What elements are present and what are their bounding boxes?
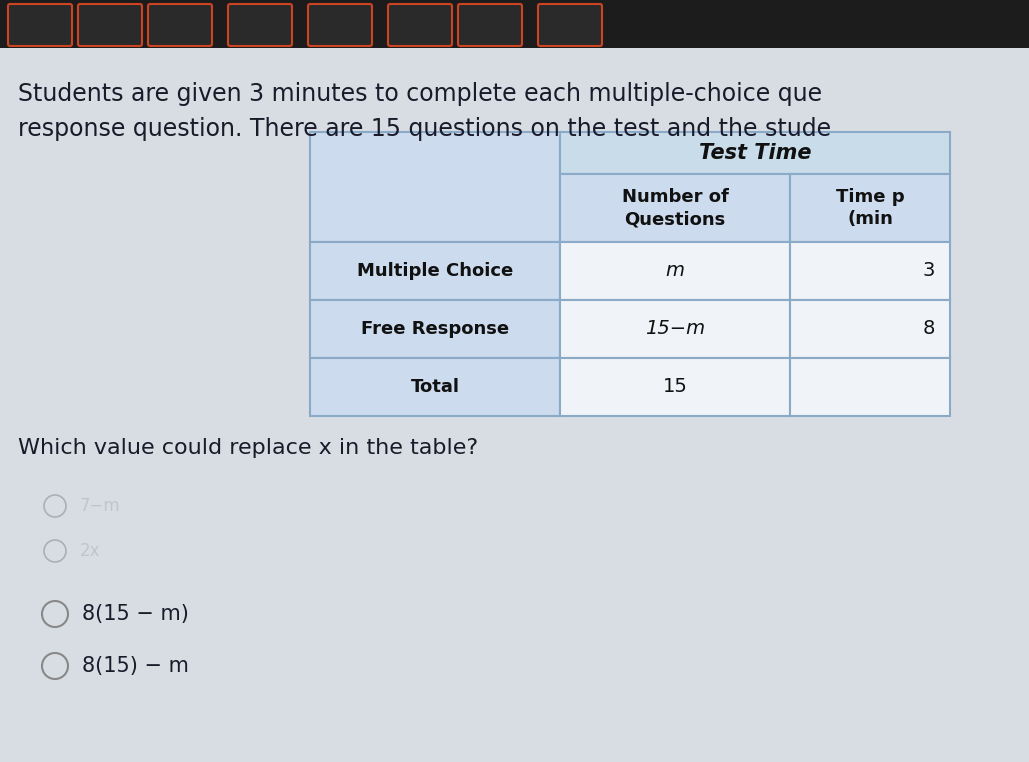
- Bar: [560, 174, 790, 242]
- Bar: [790, 358, 950, 416]
- Text: Which value could replace x in the table?: Which value could replace x in the table…: [17, 438, 478, 458]
- Text: Students are given 3 minutes to complete each multiple-choice que: Students are given 3 minutes to complete…: [17, 82, 822, 106]
- Bar: [790, 174, 950, 242]
- Text: 8(15) − m: 8(15) − m: [82, 656, 189, 676]
- Text: 15−m: 15−m: [645, 319, 705, 338]
- Bar: [560, 132, 950, 174]
- Text: 15: 15: [663, 377, 687, 396]
- FancyBboxPatch shape: [388, 4, 452, 46]
- FancyBboxPatch shape: [538, 4, 602, 46]
- Bar: [790, 300, 950, 358]
- Bar: [0, 0, 1029, 48]
- Bar: [790, 242, 950, 300]
- Text: Time p
(min: Time p (min: [836, 188, 904, 228]
- Bar: [560, 242, 790, 300]
- Text: Multiple Choice: Multiple Choice: [357, 262, 513, 280]
- FancyBboxPatch shape: [228, 4, 292, 46]
- FancyBboxPatch shape: [308, 4, 372, 46]
- Bar: [310, 358, 560, 416]
- Bar: [310, 300, 560, 358]
- FancyBboxPatch shape: [458, 4, 522, 46]
- Text: 8: 8: [923, 319, 935, 338]
- Text: 8(15 − m): 8(15 − m): [82, 604, 189, 624]
- Text: 7−m: 7−m: [80, 497, 120, 515]
- Bar: [310, 132, 560, 242]
- Text: Total: Total: [411, 378, 460, 396]
- Text: 2x: 2x: [80, 542, 101, 560]
- Text: m: m: [666, 261, 684, 280]
- Bar: [560, 358, 790, 416]
- FancyBboxPatch shape: [148, 4, 212, 46]
- Text: 3: 3: [923, 261, 935, 280]
- Bar: [310, 242, 560, 300]
- FancyBboxPatch shape: [78, 4, 142, 46]
- Bar: [560, 300, 790, 358]
- Text: response question. There are 15 questions on the test and the stude: response question. There are 15 question…: [17, 117, 831, 141]
- FancyBboxPatch shape: [8, 4, 72, 46]
- Text: Number of
Questions: Number of Questions: [622, 188, 729, 228]
- Text: Test Time: Test Time: [699, 143, 811, 163]
- Text: Free Response: Free Response: [361, 320, 509, 338]
